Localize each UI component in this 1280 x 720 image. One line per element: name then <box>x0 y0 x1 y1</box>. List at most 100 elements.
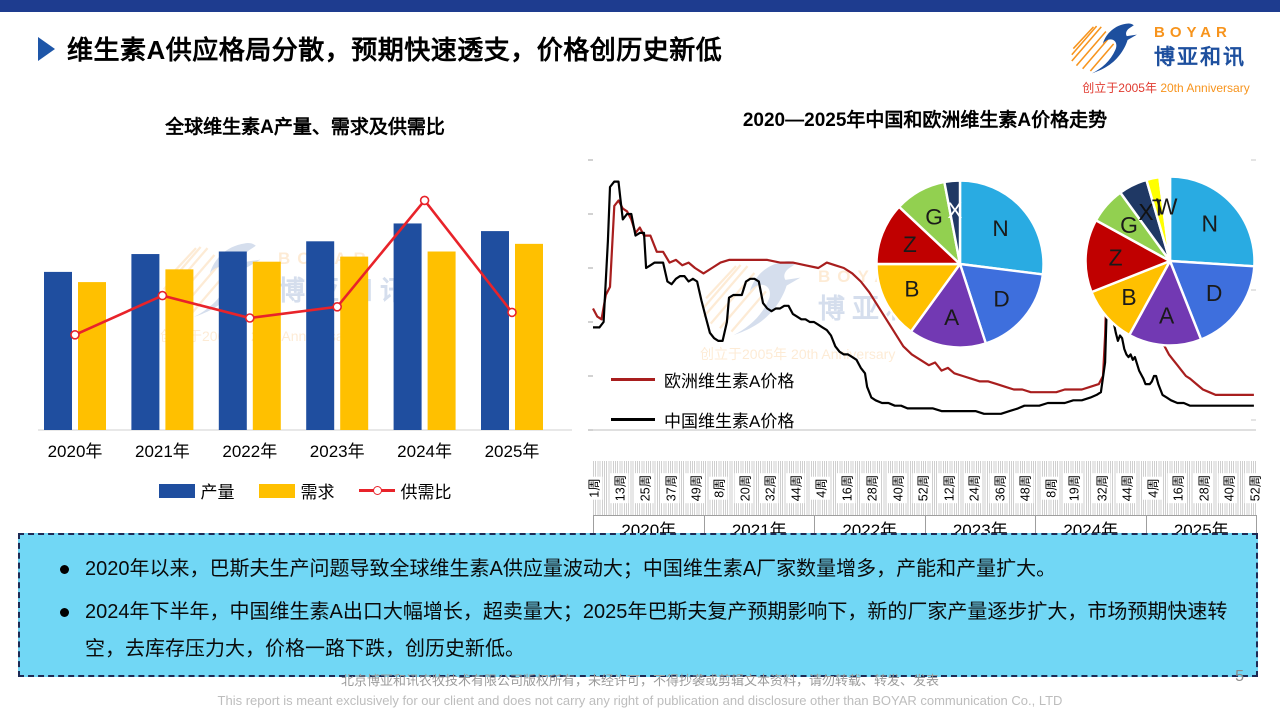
logo-wordmark-cn: 博亚和讯 <box>1154 45 1246 69</box>
bar-demand-2025年 <box>515 243 543 430</box>
week-tick-label: 4周 <box>1142 461 1162 515</box>
bar-chart-panel: 全球维生素A产量、需求及供需比 2020年 2021年 2022年 2023年 2024… <box>30 112 580 522</box>
legend-item-production: 产量 <box>158 478 235 503</box>
boyar-logo: BOYAR 博亚和讯 创立于2005年 20th Anniversary <box>1066 16 1266 96</box>
week-tick-label: 28周 <box>1193 461 1213 515</box>
ratio-line-marker <box>70 330 80 340</box>
week-tick-label: 32周 <box>1091 461 1111 515</box>
bar-category-label: 2022年 <box>222 442 277 461</box>
week-axis: 1周 13周 25周 37周 49周 8周 20周 32周 44周 4周 16周 28周 40周 52周 1… <box>583 461 1264 515</box>
bar-production-2023年 <box>306 241 335 430</box>
pie-slice-label-X: X <box>947 198 962 223</box>
page-title: 维生素A供应格局分散，预期快速透支，价格创历史新低 <box>67 35 723 65</box>
legend-line-icon <box>611 378 655 381</box>
pie-slice-label-G: G <box>925 205 943 230</box>
week-tick-label: 52周 <box>912 461 932 515</box>
ratio-line <box>74 198 514 336</box>
pie-slice-label-G: G <box>1120 212 1138 238</box>
legend-item-demand: 需求 <box>258 478 335 503</box>
bar-category-label: 2020年 <box>48 442 103 461</box>
bar-production-2024年 <box>393 223 422 430</box>
week-tick-label: 13周 <box>609 461 628 515</box>
bar-category-label: 2025年 <box>485 442 540 461</box>
legend-line-marker-icon <box>358 485 395 495</box>
footer-copyright-en: This report is meant exclusively for our… <box>217 693 1063 708</box>
pie-slice-label-B: B <box>904 276 919 301</box>
line-chart-title: 2020—2025年中国和欧洲维生素A价格走势 <box>742 110 1108 131</box>
bar-production-2022年 <box>218 251 247 430</box>
bar-demand-2024年 <box>427 251 456 430</box>
pie-slice-label-Z: Z <box>903 232 917 257</box>
bullet-icon <box>60 608 69 617</box>
week-tick-label: 19周 <box>1063 461 1083 515</box>
pie-slice-label-N: N <box>1202 211 1219 237</box>
bar-chart: 2020年 2021年 2022年 2023年 2024年 2025年 <box>38 195 572 461</box>
pie-slice-A <box>1128 259 1203 347</box>
logo-tagline: 创立于2005年 20th Anniversary <box>1066 79 1266 96</box>
bar-demand-2023年 <box>340 256 369 430</box>
pie-slice-label-B: B <box>1121 284 1136 310</box>
ratio-line-marker <box>507 307 517 318</box>
boyar-bird-icon <box>1066 16 1152 78</box>
line-chart-legend: 欧洲维生素A价格中国维生素A价格 <box>611 367 794 432</box>
summary-bullet-2: 2024年下半年，中国维生素A出口大幅增长，超卖量大；2025年巴斯夫复产预期影… <box>60 594 1228 668</box>
pie-slice-N <box>958 179 1045 276</box>
summary-box: 2020年以来，巴斯夫生产问题导致全球维生素A供应量波动大；中国维生素A厂家数量… <box>18 533 1258 677</box>
week-tick-label: 28周 <box>861 461 881 515</box>
logo-wordmark-en: BOYAR <box>1154 23 1232 41</box>
bar-category-label: 2024年 <box>397 442 452 461</box>
pie-slice-Z <box>1084 219 1172 294</box>
week-tick-label: 32周 <box>759 461 779 515</box>
top-accent-strip <box>0 0 1280 12</box>
week-tick-label: 40周 <box>887 461 907 515</box>
bar-chart-legend: 产量 需求 供需比 <box>30 478 580 503</box>
week-tick-label: 44周 <box>1116 461 1136 515</box>
legend-swatch-icon <box>258 483 295 498</box>
title-row: 维生素A供应格局分散，预期快速透支，价格创历史新低 <box>38 30 722 67</box>
week-tick-label: 16周 <box>836 461 856 515</box>
legend-label: 中国维生素A价格 <box>664 412 795 431</box>
week-tick-label: 12周 <box>938 461 958 515</box>
legend-label: 供需比 <box>400 483 452 502</box>
week-tick-label: 37周 <box>660 461 679 515</box>
bar-production-2025年 <box>481 231 509 430</box>
week-tick-label: 52周 <box>1244 461 1264 515</box>
pie-slice-D <box>1168 259 1256 341</box>
summary-bullet-1: 2020年以来，巴斯夫生产问题导致全球维生素A供应量波动大；中国维生素A厂家数量… <box>60 551 1228 588</box>
week-tick-label: 24周 <box>963 461 983 515</box>
legend-label: 产量 <box>200 483 235 502</box>
summary-bullet-2-text: 2024年下半年，中国维生素A出口大幅增长，超卖量大；2025年巴斯夫复产预期影… <box>85 601 1228 660</box>
pie-slice-D <box>958 262 1045 345</box>
bar-demand-2021年 <box>165 269 194 430</box>
ratio-line-marker <box>419 195 430 206</box>
bar-production-2021年 <box>131 254 160 430</box>
week-tick-label: 20周 <box>734 461 754 515</box>
pie-slice-N <box>1168 175 1256 268</box>
bar-production-2020年 <box>44 271 72 430</box>
ratio-line-marker <box>245 313 255 323</box>
pie-slice-B <box>875 262 962 333</box>
pie-slice-label-Z: Z <box>1109 245 1123 271</box>
bar-demand-2022年 <box>252 261 281 430</box>
pie-slice-label-D: D <box>1206 280 1223 306</box>
title-arrow-icon <box>38 36 55 61</box>
week-tick-label: 25周 <box>634 461 654 515</box>
pie-slice-X <box>943 179 962 266</box>
week-tick-label: 8周 <box>708 461 728 515</box>
week-tick-label: 49周 <box>685 461 705 515</box>
bar-demand-2020年 <box>78 282 106 430</box>
page-number: 5 <box>1235 668 1244 685</box>
bullet-icon <box>60 565 69 574</box>
legend-item-ratio: 供需比 <box>358 478 452 503</box>
footer: 北京博亚和讯农牧技术有限公司版权所有，未经许可，不得抄袭或剪辑文本资料，请勿转载… <box>0 670 1280 708</box>
week-tick-label: 40周 <box>1218 461 1238 515</box>
legend-line-icon <box>611 418 655 421</box>
bar-chart-title: 全球维生素A产量、需求及供需比 <box>165 117 445 138</box>
pie-slice-label-N: N <box>992 216 1008 241</box>
week-tick-label: 4周 <box>810 461 830 515</box>
line-legend-item-europe: 欧洲维生素A价格 <box>611 367 794 392</box>
